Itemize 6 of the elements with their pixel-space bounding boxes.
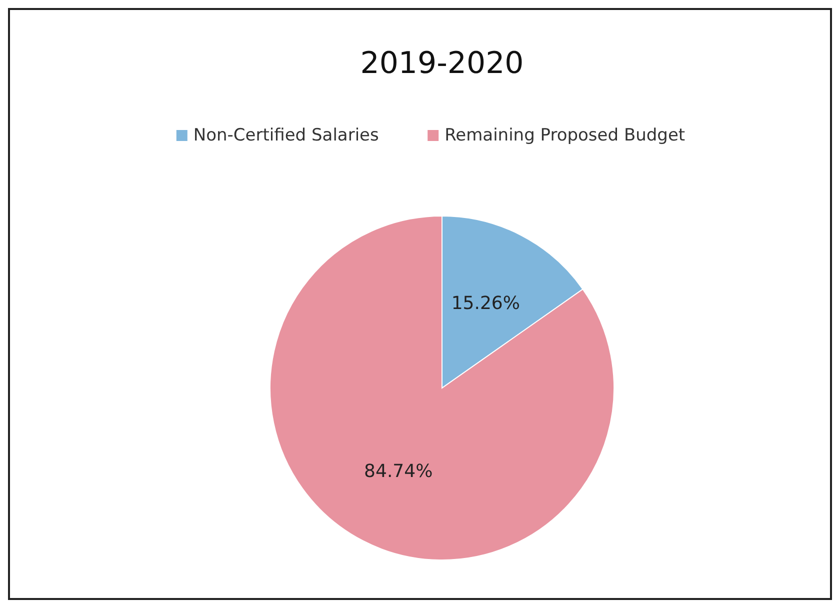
- pie-slice: [270, 216, 614, 560]
- legend-label: Remaining Proposed Budget: [444, 126, 686, 146]
- chart-title: 2019-2020: [360, 46, 524, 81]
- legend-label: Non-Certified Salaries: [193, 126, 380, 146]
- data-label: 15.26%: [451, 292, 520, 314]
- data-label: 84.74%: [364, 460, 433, 482]
